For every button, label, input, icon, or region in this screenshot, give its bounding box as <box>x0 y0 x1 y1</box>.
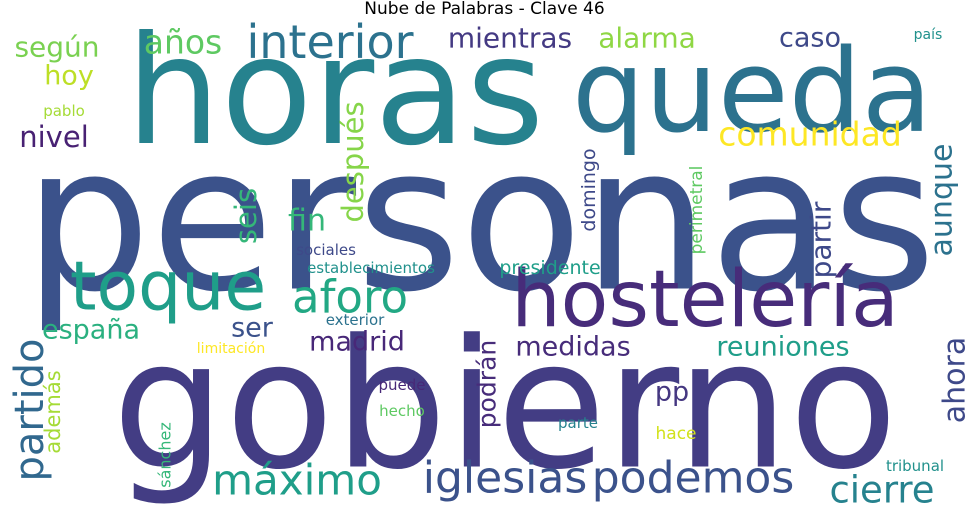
word-4: queda <box>572 25 932 159</box>
word-28: después <box>336 101 370 222</box>
word-50: pablo <box>43 102 85 120</box>
chart-title: Nube de Palabras - Clave 46 <box>364 0 605 19</box>
word-22: según <box>14 31 99 64</box>
word-17: españa <box>42 315 140 346</box>
word-46: hace <box>656 424 697 444</box>
word-10: iglesias <box>423 453 587 504</box>
word-36: domingo <box>578 148 600 231</box>
word-5: hostelería <box>511 255 899 345</box>
word-12: cierre <box>829 469 934 507</box>
word-14: medidas <box>515 332 630 363</box>
word-20: mientras <box>448 22 572 55</box>
word-6: toque <box>70 248 266 327</box>
word-34: pp <box>655 377 689 408</box>
word-21: años <box>144 23 223 62</box>
word-3: horas <box>126 5 545 179</box>
word-38: presidente <box>499 257 600 279</box>
word-42: limitación <box>197 341 265 357</box>
word-26: aunque <box>925 144 960 257</box>
word-43: puede <box>378 376 425 394</box>
word-44: hecho <box>379 402 425 420</box>
word-41: exterior <box>326 311 385 329</box>
word-9: máximo <box>212 456 382 505</box>
word-23: hoy <box>44 61 94 92</box>
word-33: podrán <box>473 340 502 428</box>
word-27: ahora <box>938 337 969 423</box>
word-15: madrid <box>309 327 405 358</box>
word-31: ser <box>231 313 274 344</box>
word-13: comunidad <box>718 115 902 154</box>
word-47: sánchez <box>156 422 175 487</box>
word-32: partir <box>805 201 838 278</box>
word-49: país <box>914 27 943 43</box>
word-30: fin <box>288 204 326 239</box>
word-11: podemos <box>592 453 795 504</box>
word-39: establecimientos <box>307 259 435 277</box>
word-48: tribunal <box>886 457 944 475</box>
word-25: caso <box>779 23 841 54</box>
word-37: perimetral <box>687 166 707 255</box>
word-35: además <box>41 370 65 453</box>
word-18: partido <box>7 338 53 481</box>
word-24: nivel <box>19 120 89 154</box>
word-45: parte <box>558 414 598 432</box>
word-8: aforo <box>292 271 408 324</box>
word-1: personas <box>24 104 936 337</box>
word-19: alarma <box>598 22 696 55</box>
word-16: reuniones <box>716 332 849 363</box>
word-29: seis <box>229 188 263 244</box>
word-2: gobierno <box>112 302 898 507</box>
word-40: sociales <box>296 241 356 259</box>
word-7: interior <box>246 15 413 69</box>
